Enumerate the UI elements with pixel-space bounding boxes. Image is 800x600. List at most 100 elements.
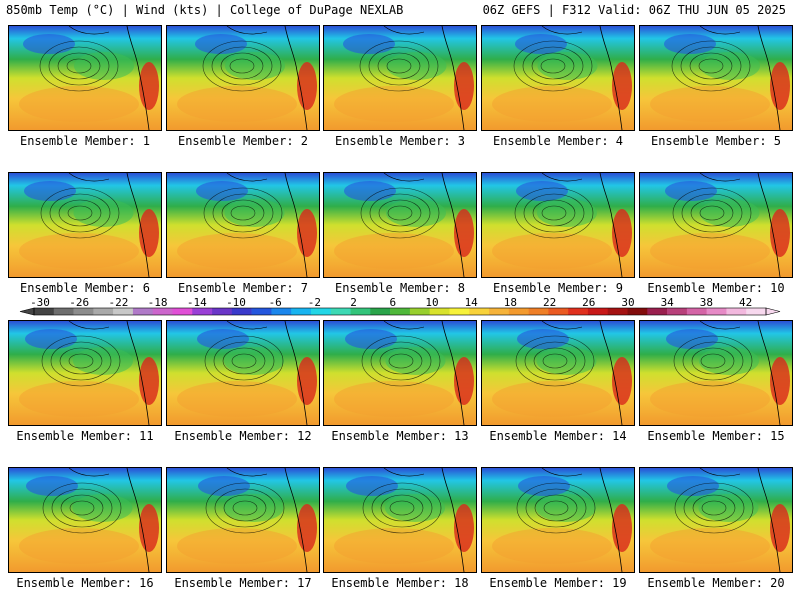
colorbar-segment <box>726 308 747 315</box>
ensemble-member-label: Ensemble Member: 5 <box>650 134 782 148</box>
ensemble-member-label: Ensemble Member: 4 <box>492 134 624 148</box>
ensemble-map-7 <box>166 172 320 278</box>
colorbar-tick-label: 18 <box>504 298 517 309</box>
ensemble-map-13 <box>323 320 477 426</box>
ensemble-member-label: Ensemble Member: 10 <box>647 281 785 295</box>
ensemble-member-label: Ensemble Member: 14 <box>489 429 627 443</box>
model-valid-time: 06Z GEFS | F312 Valid: 06Z THU JUN 05 20… <box>482 3 786 17</box>
ensemble-map-4 <box>481 25 635 131</box>
colorbar-segment <box>291 308 312 315</box>
ensemble-member-label: Ensemble Member: 2 <box>177 134 309 148</box>
colorbar-segment <box>686 308 707 315</box>
colorbar-segment <box>508 308 529 315</box>
colorbar-segment <box>627 308 648 315</box>
colorbar-segment <box>310 308 332 315</box>
colorbar-tick-label: 30 <box>621 298 634 309</box>
colorbar-segment <box>647 308 668 315</box>
ensemble-member-label: Ensemble Member: 1 <box>19 134 151 148</box>
colorbar-tick-label: -6 <box>269 298 282 309</box>
colorbar-segment <box>330 308 351 315</box>
colorbar-tick-label: -14 <box>187 298 207 309</box>
colorbar-tick-label: -18 <box>148 298 168 309</box>
colorbar-tick-label: -10 <box>226 298 246 309</box>
ensemble-member-label: Ensemble Member: 13 <box>331 429 469 443</box>
temperature-colorbar: -30 -26 -22 -18 -14 -10 -6 -2 2 6 10 14 18 22 26 30 34 38… <box>19 298 781 316</box>
colorbar-segment <box>231 308 252 315</box>
ensemble-member-label: Ensemble Member: 16 <box>16 576 154 590</box>
ensemble-map-3 <box>323 25 477 131</box>
ensemble-member-label: Ensemble Member: 12 <box>174 429 312 443</box>
colorbar-low-arrow <box>19 307 35 316</box>
ensemble-map-5 <box>639 25 793 131</box>
colorbar-tick-label: 26 <box>582 298 595 309</box>
ensemble-map-10 <box>639 172 793 278</box>
colorbar-tick-label: 2 <box>350 298 357 309</box>
ensemble-map-12 <box>166 320 320 426</box>
colorbar-segment <box>746 308 767 315</box>
ensemble-map-20 <box>639 467 793 573</box>
ensemble-member-label: Ensemble Member: 9 <box>492 281 624 295</box>
ensemble-member-label: Ensemble Member: 3 <box>334 134 466 148</box>
colorbar-segment <box>706 308 727 315</box>
colorbar-segment <box>607 308 628 315</box>
colorbar-high-arrow <box>765 307 781 316</box>
colorbar-segment <box>409 308 430 315</box>
colorbar-segment <box>370 308 391 315</box>
colorbar-segment <box>34 308 55 315</box>
colorbar-segment <box>489 308 510 315</box>
ensemble-member-label: Ensemble Member: 18 <box>331 576 469 590</box>
map-title: 850mb Temp (°C) | Wind (kts) | College o… <box>6 3 404 17</box>
colorbar-segment <box>568 308 589 315</box>
colorbar-tick-label: 38 <box>700 298 713 309</box>
ensemble-map-11 <box>8 320 162 426</box>
colorbar-segment <box>73 308 94 315</box>
colorbar-segment <box>212 308 233 315</box>
ensemble-member-label: Ensemble Member: 8 <box>334 281 466 295</box>
ensemble-map-14 <box>481 320 635 426</box>
colorbar-segment <box>528 308 549 315</box>
colorbar-segment <box>93 308 114 315</box>
ensemble-member-label: Ensemble Member: 15 <box>647 429 785 443</box>
colorbar-tick-label: -30 <box>30 298 50 309</box>
colorbar-tick-label: -2 <box>308 298 321 309</box>
colorbar-segment <box>132 308 154 315</box>
ensemble-map-6 <box>8 172 162 278</box>
colorbar-segment <box>469 308 490 315</box>
colorbar-tick-label: 6 <box>389 298 396 309</box>
colorbar-segment <box>53 308 74 315</box>
ensemble-map-9 <box>481 172 635 278</box>
colorbar-segment <box>429 308 450 315</box>
ensemble-member-label: Ensemble Member: 11 <box>16 429 154 443</box>
ensemble-member-label: Ensemble Member: 20 <box>647 576 785 590</box>
colorbar-tick-label: 22 <box>543 298 556 309</box>
colorbar-segment <box>390 308 411 315</box>
ensemble-map-2 <box>166 25 320 131</box>
ensemble-member-label: Ensemble Member: 7 <box>177 281 309 295</box>
colorbar-tick-label: -26 <box>69 298 89 309</box>
colorbar-tick-label: -22 <box>108 298 128 309</box>
ensemble-member-label: Ensemble Member: 6 <box>19 281 151 295</box>
colorbar-segment <box>449 308 470 315</box>
colorbar-segment <box>113 308 134 315</box>
colorbar-segment <box>152 308 173 315</box>
colorbar-segment <box>251 308 272 315</box>
colorbar-segment <box>350 308 371 315</box>
ensemble-member-label: Ensemble Member: 19 <box>489 576 627 590</box>
colorbar-tick-label: 42 <box>739 298 752 309</box>
ensemble-map-18 <box>323 467 477 573</box>
ensemble-map-1 <box>8 25 162 131</box>
ensemble-map-8 <box>323 172 477 278</box>
colorbar-tick-label: 14 <box>465 298 479 309</box>
ensemble-map-16 <box>8 467 162 573</box>
colorbar-segment <box>172 308 193 315</box>
colorbar-segment <box>192 308 213 315</box>
colorbar-segment <box>667 308 688 315</box>
colorbar-tick-label: 34 <box>661 298 675 309</box>
colorbar-segment <box>587 308 609 315</box>
colorbar-segment <box>271 308 292 315</box>
ensemble-member-label: Ensemble Member: 17 <box>174 576 312 590</box>
colorbar-segment <box>548 308 569 315</box>
ensemble-map-15 <box>639 320 793 426</box>
ensemble-map-19 <box>481 467 635 573</box>
ensemble-map-17 <box>166 467 320 573</box>
